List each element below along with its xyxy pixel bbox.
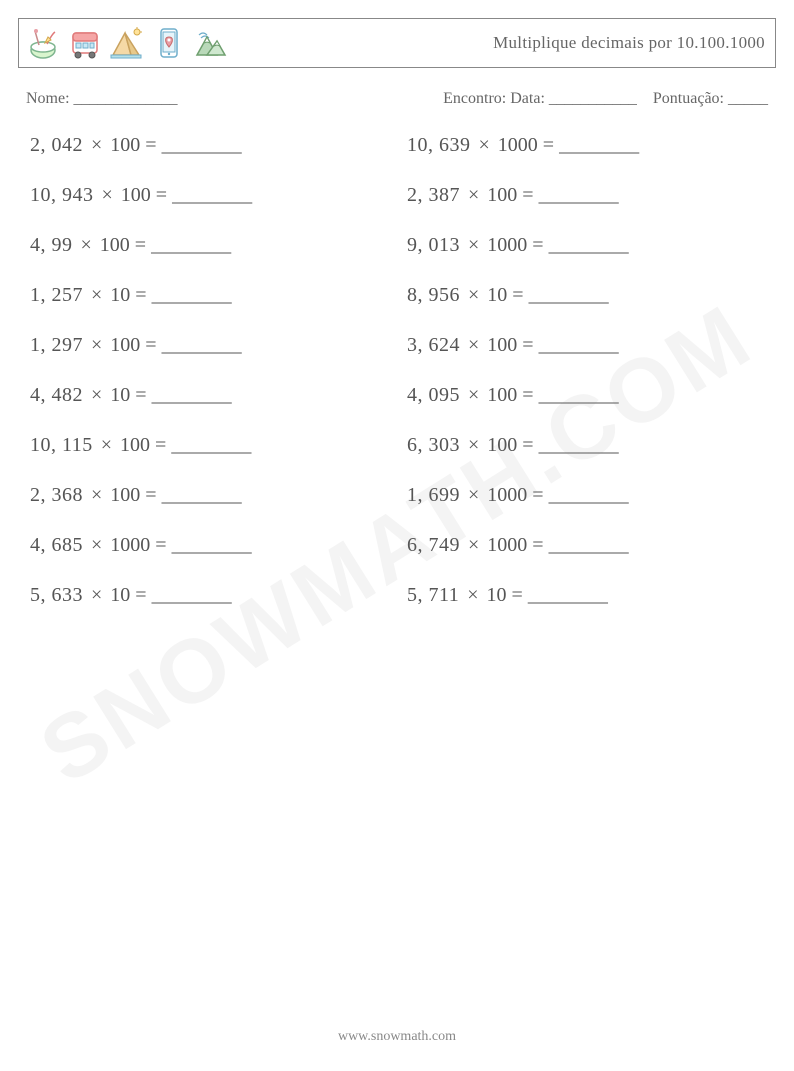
problem-left-6: 4, 482 × 10 = ________: [30, 384, 387, 407]
date-field-label: Encontro: Data: ___________: [443, 90, 637, 107]
problem-left-2: 10, 943 × 100 = ________: [30, 184, 387, 207]
problem-right-5: 3, 624 × 100 = ________: [407, 334, 764, 357]
problem-right-3: 9, 013 × 1000 = ________: [407, 234, 764, 257]
footer-url: www.snowmath.com: [0, 1029, 794, 1045]
problem-right-7: 6, 303 × 100 = ________: [407, 434, 764, 457]
date-score-group: Encontro: Data: ___________ Pontuação: _…: [443, 90, 768, 108]
problems-grid: 2, 042 × 100 = ________ 10, 639 × 1000 =…: [30, 134, 764, 607]
score-field-label: Pontuação: _____: [653, 90, 768, 107]
problem-right-1: 10, 639 × 1000 = ________: [407, 134, 764, 157]
problem-left-1: 2, 042 × 100 = ________: [30, 134, 387, 157]
problem-left-4: 1, 257 × 10 = ________: [30, 284, 387, 307]
worksheet-title: Multiplique decimais por 10.100.1000: [493, 33, 765, 53]
name-field-label: Nome: _____________: [26, 90, 178, 108]
mountain-icon: [193, 25, 229, 61]
problem-right-9: 6, 749 × 1000 = ________: [407, 534, 764, 557]
phone-location-icon: [151, 25, 187, 61]
problem-right-4: 8, 956 × 10 = ________: [407, 284, 764, 307]
bus-icon: [67, 25, 103, 61]
pyramid-icon: [109, 25, 145, 61]
problem-right-6: 4, 095 × 100 = ________: [407, 384, 764, 407]
header-icons: [25, 25, 229, 61]
problem-left-9: 4, 685 × 1000 = ________: [30, 534, 387, 557]
problem-right-10: 5, 711 × 10 = ________: [407, 584, 764, 607]
problem-left-8: 2, 368 × 100 = ________: [30, 484, 387, 507]
problem-left-3: 4, 99 × 100 = ________: [30, 234, 387, 257]
problem-left-7: 10, 115 × 100 = ________: [30, 434, 387, 457]
problem-right-8: 1, 699 × 1000 = ________: [407, 484, 764, 507]
info-row: Nome: _____________ Encontro: Data: ____…: [26, 90, 768, 108]
problem-right-2: 2, 387 × 100 = ________: [407, 184, 764, 207]
header-box: Multiplique decimais por 10.100.1000: [18, 18, 776, 68]
problem-left-5: 1, 297 × 100 = ________: [30, 334, 387, 357]
coconut-drink-icon: [25, 25, 61, 61]
problem-left-10: 5, 633 × 10 = ________: [30, 584, 387, 607]
